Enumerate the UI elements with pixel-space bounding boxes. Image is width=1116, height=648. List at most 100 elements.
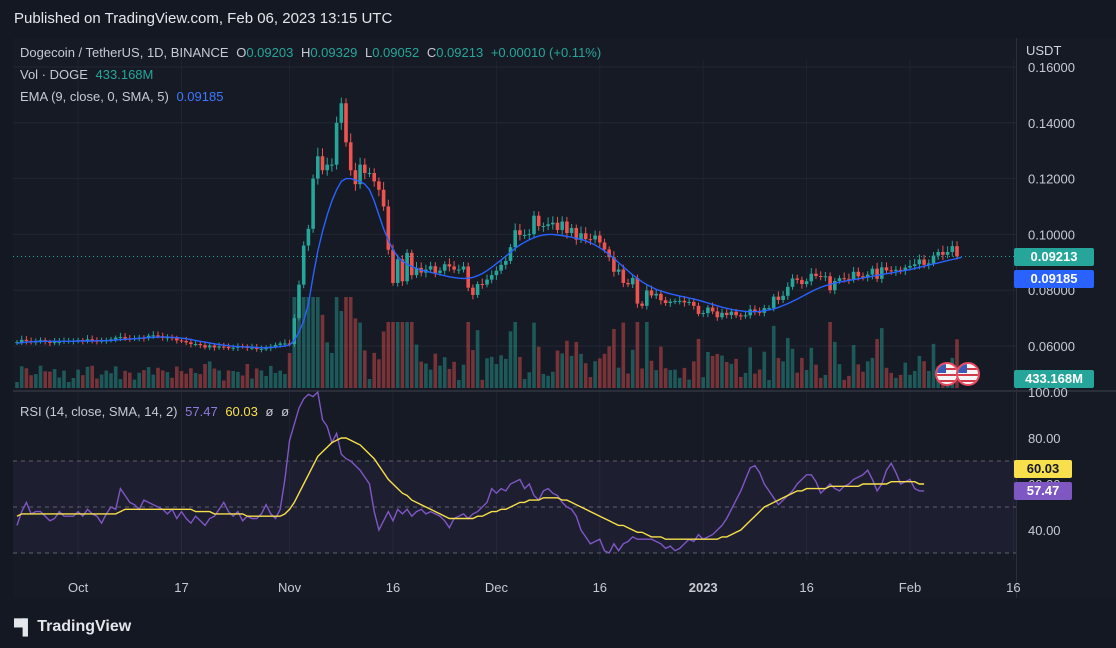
volume-bar (231, 370, 235, 388)
time-tick-label: Oct (68, 580, 89, 595)
volume-bar (551, 371, 555, 388)
candle-body (546, 224, 550, 227)
volume-bar (405, 322, 409, 388)
volume-bar (113, 366, 118, 388)
candle-body (555, 222, 560, 230)
volume-bar (395, 322, 400, 388)
candle-body (278, 343, 282, 345)
rsi-tick-label: 80.00 (1028, 431, 1061, 446)
volume-bar (330, 353, 334, 388)
volume-bar (593, 361, 597, 388)
volume-bar (57, 377, 62, 388)
candle-body (847, 278, 851, 280)
volume-bar (466, 322, 470, 388)
volume-bar (38, 365, 43, 388)
volume-bar (184, 373, 188, 388)
volume-bar (71, 378, 76, 388)
candle-body (945, 251, 950, 255)
volume-bar (767, 380, 771, 388)
candle-body (250, 347, 254, 349)
candle-body (635, 277, 640, 304)
candle-body (569, 227, 574, 234)
candle-body (640, 303, 644, 306)
tradingview-logo[interactable]: ▀▌ TradingView (14, 618, 131, 636)
candle-body (386, 206, 391, 250)
candle-body (630, 277, 635, 285)
volume-bar (898, 374, 903, 388)
us-event-flag-icon[interactable] (956, 362, 980, 386)
rsi-extra-2: ø (281, 404, 290, 419)
candle-body (612, 257, 616, 272)
volume-bar (880, 328, 884, 388)
volume-bar (363, 350, 367, 388)
candle-body (837, 278, 842, 281)
volume-bar (160, 370, 165, 388)
volume-bar (207, 361, 212, 388)
volume-bar (809, 347, 814, 388)
volume-bar (372, 352, 376, 388)
time-tick-label: 17 (174, 580, 188, 595)
candle-body (541, 226, 546, 228)
volume-bar (325, 342, 329, 388)
candle-body (156, 335, 160, 337)
top-bar: Published on TradingView.com, Feb 06, 20… (0, 0, 1116, 38)
candle-body (790, 278, 795, 287)
volume-bar (518, 356, 522, 388)
candle-body (212, 345, 217, 348)
candle-body (179, 340, 184, 342)
candle-body (565, 221, 569, 234)
price-tick-label: 0.06000 (1028, 339, 1075, 354)
candle-body (560, 221, 564, 230)
volume-bar (668, 370, 673, 388)
candle-body (217, 346, 221, 348)
candle-body (207, 345, 212, 348)
published-label: Published on TradingView.com, Feb 06, 20… (14, 10, 393, 27)
candle-body (912, 264, 917, 266)
volume-bar (320, 314, 325, 388)
volume-bar (626, 373, 630, 388)
volume-bar (781, 361, 785, 388)
volume-bar (696, 338, 701, 388)
volume-bar (743, 372, 748, 388)
volume-bar (381, 331, 386, 388)
candle-body (814, 273, 818, 276)
candle-body (485, 279, 489, 285)
volume-bar (226, 370, 231, 388)
volume-bar (377, 359, 381, 388)
low-label: L (364, 45, 373, 60)
candle-body (527, 234, 532, 236)
volume-bar (894, 377, 898, 388)
volume-bar (804, 370, 809, 388)
candle-body (936, 251, 940, 256)
candle-body (833, 280, 837, 291)
last-price-tag: 0.09213 (1014, 248, 1094, 266)
candle-body (851, 271, 856, 280)
volume-bar (339, 311, 344, 388)
candle-body (518, 230, 522, 235)
volume-bar (353, 318, 358, 388)
volume-bar (400, 322, 405, 388)
candle-body (579, 233, 583, 240)
candle-body (955, 246, 959, 257)
volume-legend[interactable]: Vol · DOGE 433.168M (20, 67, 157, 82)
volume-bar (123, 370, 127, 388)
ema-legend[interactable]: EMA (9, close, 0, SMA, 5) 0.09185 (20, 89, 227, 104)
volume-bar (128, 372, 132, 388)
candle-body (184, 340, 188, 343)
rsi-legend[interactable]: RSI (14, close, SMA, 14, 2) 57.47 60.03 … (20, 404, 293, 419)
candle-body (452, 266, 456, 270)
volume-bar (602, 353, 607, 388)
candle-body (917, 259, 922, 265)
close-value: 0.09213 (436, 45, 484, 60)
price-axis[interactable] (1016, 38, 1116, 598)
volume-bar (931, 343, 936, 388)
candle-body (941, 251, 945, 255)
volume-bar (48, 371, 52, 388)
volume-bar (504, 358, 508, 388)
candle-body (377, 181, 381, 190)
volume-bar (706, 351, 710, 388)
volume-bar (212, 368, 217, 388)
volume-bar (104, 370, 109, 388)
symbol-legend[interactable]: Dogecoin / TetherUS, 1D, BINANCE O0.0920… (20, 45, 605, 60)
volume-bar (560, 353, 564, 388)
